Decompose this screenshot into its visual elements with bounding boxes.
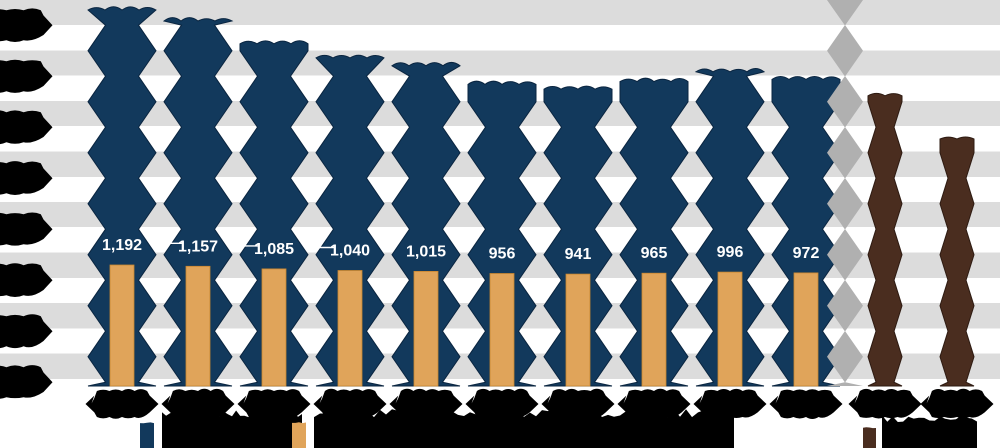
- svg-text:1,192: 1,192: [102, 237, 142, 254]
- svg-text:1,157: 1,157: [178, 238, 218, 255]
- svg-text:941: 941: [565, 246, 592, 263]
- svg-text:1,040: 1,040: [330, 243, 370, 260]
- svg-text:996: 996: [717, 244, 744, 261]
- svg-text:956: 956: [489, 246, 516, 263]
- svg-text:965: 965: [641, 245, 668, 262]
- svg-text:1,015: 1,015: [406, 243, 446, 260]
- svg-text:1,085: 1,085: [254, 241, 294, 258]
- svg-text:972: 972: [793, 245, 820, 262]
